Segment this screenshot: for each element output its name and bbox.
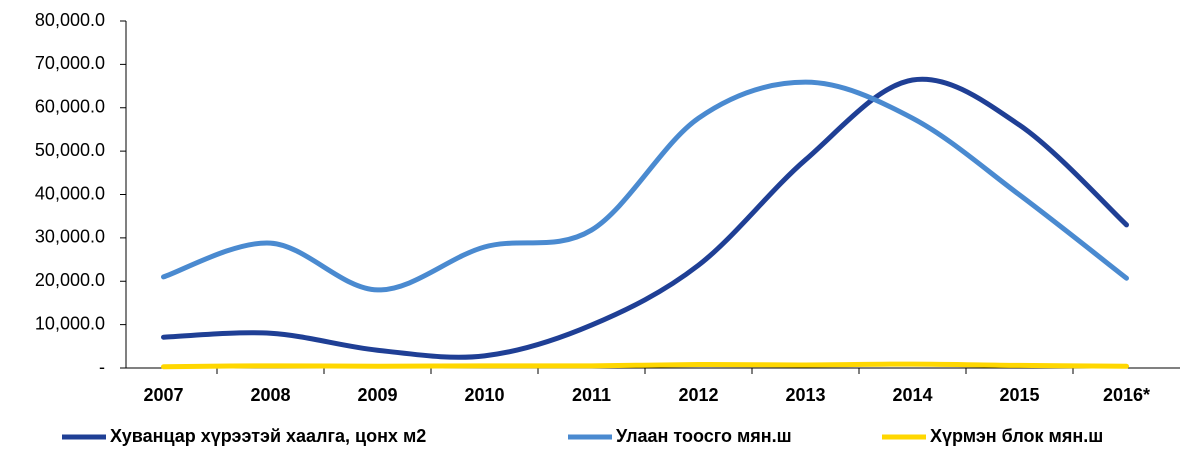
legend-label: Хуванцар хүрээтэй хаалга, цонх м2 [110, 426, 426, 446]
y-tick-label: - [99, 357, 105, 377]
series-line [161, 361, 1129, 370]
legend-label: Улаан тоосго мян.ш [616, 426, 792, 446]
y-tick-label: 60,000.0 [35, 97, 105, 117]
series-line [161, 79, 1129, 293]
legend-label: Хүрмэн блок мян.ш [930, 426, 1103, 446]
x-tick-label: 2014 [892, 385, 932, 405]
y-tick-label: 40,000.0 [35, 183, 105, 203]
x-tick-label: 2013 [785, 385, 825, 405]
x-tick-label: 2009 [357, 385, 397, 405]
y-tick-label: 70,000.0 [35, 53, 105, 73]
x-tick-label: 2015 [999, 385, 1039, 405]
y-tick-label: 20,000.0 [35, 270, 105, 290]
y-tick-label: 30,000.0 [35, 227, 105, 247]
x-tick-label: 2012 [678, 385, 718, 405]
x-tick-label: 2016* [1103, 385, 1150, 405]
y-tick-label: 80,000.0 [35, 10, 105, 30]
y-tick-label: 10,000.0 [35, 313, 105, 333]
y-tick-label: 50,000.0 [35, 140, 105, 160]
x-tick-label: 2011 [572, 385, 611, 405]
series-line [161, 76, 1129, 360]
x-tick-label: 2007 [143, 385, 183, 405]
x-tick-label: 2010 [464, 385, 504, 405]
x-tick-label: 2008 [250, 385, 290, 405]
